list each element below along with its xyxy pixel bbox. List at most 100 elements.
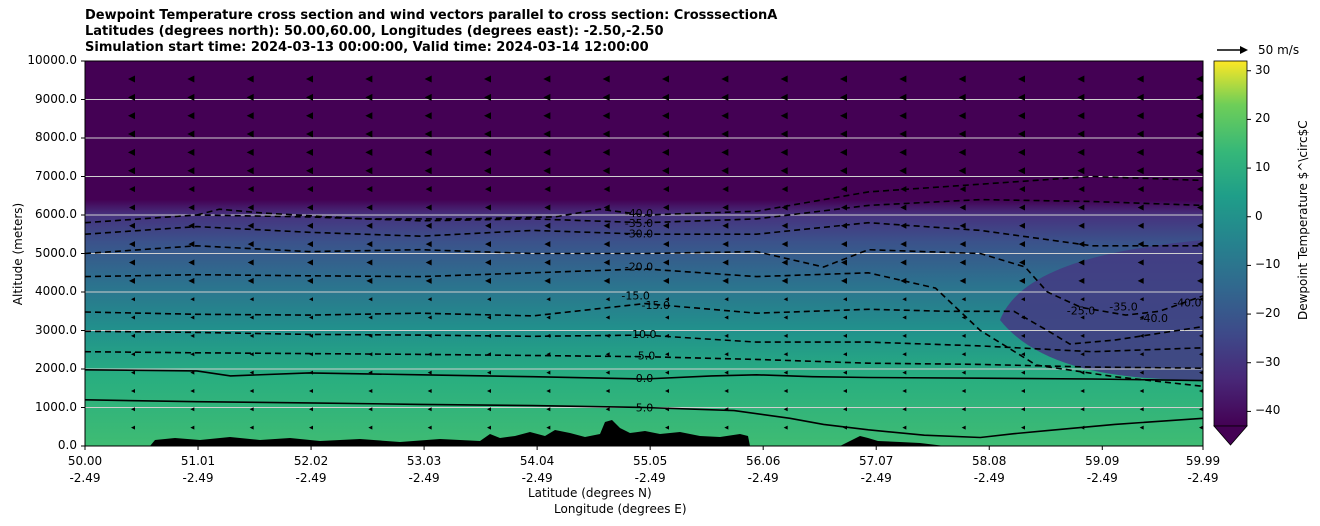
wind-key	[1217, 46, 1248, 54]
contour-line	[196, 175, 1203, 220]
contour-line	[85, 350, 1203, 369]
wind-vector	[724, 333, 729, 338]
wind-vector	[1019, 259, 1025, 266]
wind-vector	[543, 93, 551, 101]
wind-vector	[1019, 186, 1025, 193]
wind-vector	[546, 388, 551, 393]
x-tick-lon: -2.49	[634, 471, 666, 485]
wind-vector	[543, 75, 551, 83]
wind-vector	[487, 425, 491, 430]
wind-vector	[190, 352, 195, 357]
wind-vector	[722, 204, 729, 211]
wind-vector	[366, 222, 373, 229]
y-tick-label: 10000.0	[27, 53, 77, 67]
wind-vector	[131, 352, 135, 357]
wind-vector	[128, 148, 135, 156]
wind-vector	[485, 186, 491, 193]
wind-vector	[425, 259, 432, 266]
wind-vector	[958, 167, 966, 175]
y-tick-label: 7000.0	[35, 168, 77, 183]
wind-vector	[246, 130, 254, 138]
wind-vector	[840, 112, 847, 120]
wind-vector	[662, 93, 669, 101]
wind-vector	[128, 75, 135, 83]
wind-vector	[249, 370, 254, 375]
wind-vector	[487, 388, 491, 393]
wind-vector	[841, 259, 847, 266]
wind-vector	[1139, 370, 1144, 375]
wind-vector	[427, 297, 432, 302]
wind-vector	[485, 259, 491, 266]
wind-vector	[1196, 112, 1203, 120]
colorbar-extend-min	[1213, 425, 1248, 446]
wind-vector	[1136, 75, 1144, 83]
wind-vector	[368, 407, 373, 412]
wind-vector	[187, 93, 195, 101]
contour-label: -10.0	[628, 328, 656, 341]
wind-vector	[603, 259, 610, 266]
wind-vector	[425, 222, 432, 229]
wind-vector	[1018, 148, 1025, 156]
wind-vector	[662, 112, 669, 120]
wind-vector	[424, 148, 432, 156]
wind-vector	[129, 241, 135, 248]
wind-vector	[307, 204, 313, 211]
wind-vector	[900, 277, 907, 284]
wind-vector	[187, 112, 195, 120]
colorbar	[1213, 60, 1251, 446]
wind-vector	[368, 297, 373, 302]
wind-vector	[306, 112, 313, 120]
wind-vector	[544, 186, 551, 193]
wind-vector	[721, 112, 729, 120]
wind-vector	[959, 204, 966, 211]
wind-vector	[487, 297, 491, 302]
wind-vector	[484, 112, 491, 120]
wind-vector	[902, 407, 907, 412]
contour-label: -15.0	[642, 299, 670, 312]
y-tick-label: 4000.0	[35, 284, 77, 298]
wind-vector	[602, 93, 610, 101]
wind-vector	[309, 425, 313, 430]
wind-vector	[1137, 241, 1144, 248]
wind-vector	[484, 130, 491, 138]
wind-vector	[424, 112, 432, 120]
wind-vector	[425, 186, 432, 193]
wind-vector	[605, 370, 610, 375]
wind-vector	[900, 259, 907, 266]
wind-vector	[961, 333, 966, 338]
wind-vector	[131, 333, 135, 338]
wind-vector	[899, 75, 907, 83]
wind-vector	[1019, 222, 1025, 229]
wind-vector	[783, 297, 788, 302]
y-tick-label: 9000.0	[35, 91, 77, 106]
wind-vector	[781, 222, 788, 229]
x-tick-lat: 59.99	[1185, 454, 1221, 468]
wind-vector	[959, 186, 966, 193]
wind-vector	[840, 93, 847, 101]
wind-vector	[605, 315, 610, 320]
wind-vector	[902, 370, 907, 375]
wind-vector	[1080, 315, 1085, 320]
wind-vector	[190, 425, 195, 430]
contour-line	[85, 302, 1203, 345]
wind-vector	[484, 148, 491, 156]
wind-vector	[900, 204, 907, 211]
colorbar-tick-label: −30	[1255, 354, 1281, 369]
wind-vector	[1080, 352, 1085, 357]
dry-pocket	[1000, 240, 1203, 380]
wind-vector	[366, 277, 373, 284]
wind-vector	[1078, 186, 1085, 193]
wind-vector	[427, 315, 432, 320]
wind-vector	[190, 388, 195, 393]
wind-vector	[902, 315, 907, 320]
colorbar-tick-label: 20	[1255, 111, 1271, 126]
wind-vector	[1080, 370, 1085, 375]
contour-label: 0.0	[636, 372, 654, 385]
wind-vector	[1139, 333, 1144, 338]
wind-vector	[841, 241, 847, 248]
wind-vector	[131, 425, 135, 430]
wind-vector	[190, 315, 195, 320]
wind-vector	[605, 388, 610, 393]
wind-vector	[1139, 407, 1144, 412]
wind-vector	[780, 130, 788, 138]
